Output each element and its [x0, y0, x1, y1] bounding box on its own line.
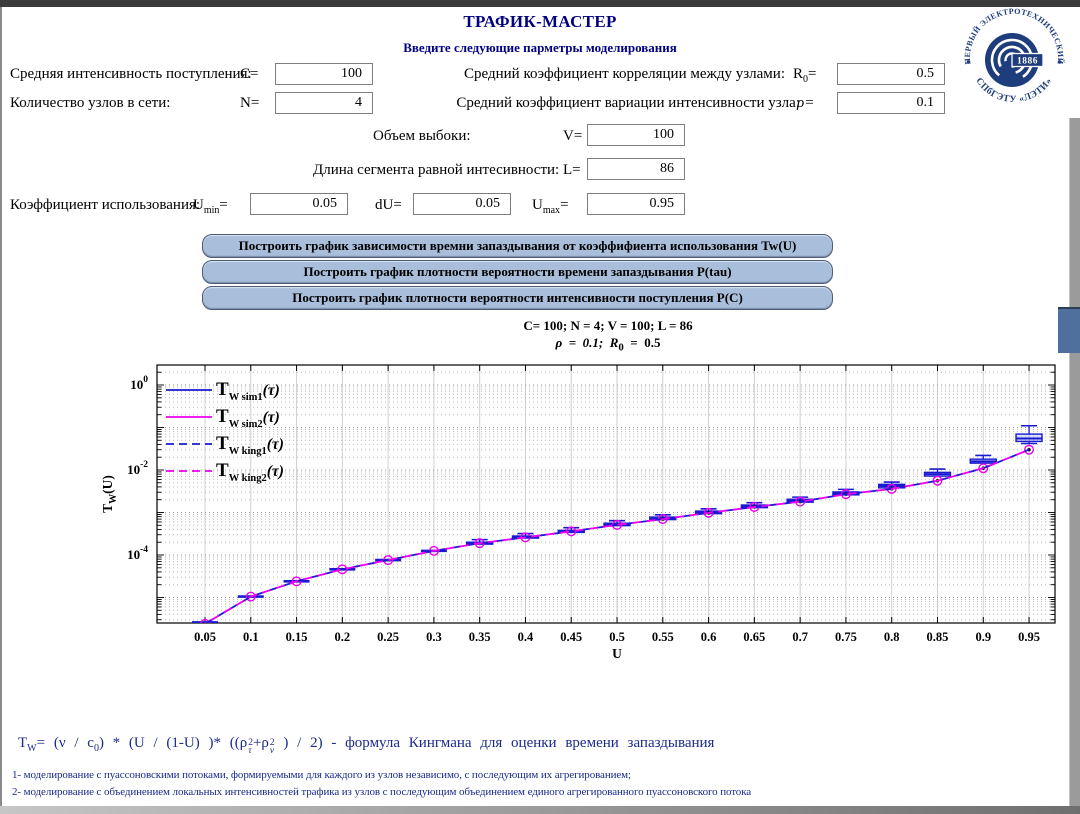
chart-axes: 0.05 0.1 0.15 0.2 0.25 0.3 0.35 0.4 0.45 0.5 0.55 0…: [100, 364, 1056, 661]
window-left-border: [0, 7, 2, 806]
correlation-var: R0=: [793, 66, 817, 85]
chart-legend: TW sim1(τ) TW sim2(τ) TW king1(τ) TW king2(…: [166, 379, 284, 484]
svg-text:0.3: 0.3: [426, 630, 442, 644]
variation-input[interactable]: [837, 92, 945, 114]
nodes-count-input[interactable]: [275, 92, 373, 114]
du-input[interactable]: [413, 193, 511, 215]
svg-text:TW king1(τ): TW king1(τ): [216, 433, 284, 457]
svg-text:0.25: 0.25: [377, 630, 399, 644]
kingman-formula: TW= (ν / c0) * (U / (1-U) )* ((ρ 2 τ +ρ 2 ν )…: [18, 735, 715, 756]
svg-text:0.55: 0.55: [652, 630, 674, 644]
footnote-2: 2- моделирование с объединением локальны…: [12, 786, 752, 798]
nodes-count-var: N=: [240, 95, 260, 111]
svg-text:0.1: 0.1: [243, 630, 259, 644]
plot-tw-button[interactable]: Построить график зависимости времни запа…: [202, 234, 833, 258]
plot-pc-button[interactable]: Построить график плотности вероятности и…: [202, 286, 833, 310]
tw-chart: 0.05 0.1 0.15 0.2 0.25 0.3 0.35 0.4 0.45 0.5 0.55 0…: [0, 355, 1080, 685]
logo-dot-left: [966, 60, 971, 64]
svg-text:10-4: 10-4: [127, 545, 148, 562]
correlation-input[interactable]: [837, 63, 945, 85]
svg-text:0.8: 0.8: [884, 630, 900, 644]
svg-text:0.2: 0.2: [335, 630, 351, 644]
window-right-border: [1069, 118, 1080, 806]
svg-text:0.05: 0.05: [194, 630, 216, 644]
tw-chart-svg: 0.05 0.1 0.15 0.2 0.25 0.3 0.35 0.4 0.45 0.5 0.55 0…: [100, 364, 1056, 661]
chart-series: [192, 424, 1043, 623]
variation-label: Средний коэффициент вариации интенсивнос…: [456, 95, 800, 111]
arrival-intensity-var: C=: [240, 66, 259, 82]
background-window-fragment: [1058, 307, 1080, 353]
svg-text:0.35: 0.35: [469, 630, 491, 644]
svg-text:TW sim2(τ): TW sim2(τ): [216, 406, 280, 430]
svg-text:0.45: 0.45: [560, 630, 582, 644]
svg-text:0.65: 0.65: [743, 630, 765, 644]
logo-year: 1886: [1017, 57, 1038, 67]
sample-volume-label: Объем выбоки:: [373, 128, 471, 144]
umax-var: Umax=: [532, 197, 569, 216]
svg-text:0.75: 0.75: [835, 630, 857, 644]
leti-logo: ПЕРВЫЙ ЭЛЕКТРОТЕХНИЧЕСКИЙ СПбГЭТУ «ЛЭТИ»…: [963, 7, 1065, 105]
svg-text:0.7: 0.7: [792, 630, 808, 644]
svg-text:U: U: [612, 646, 622, 661]
du-var: dU=: [375, 197, 402, 213]
svg-text:0.15: 0.15: [286, 630, 308, 644]
sample-volume-input[interactable]: [587, 124, 685, 146]
umin-var: Umin=: [193, 197, 228, 216]
segment-length-input[interactable]: [587, 158, 685, 180]
chart-title-line1: C= 100; N = 4; V = 100; L = 86: [523, 318, 693, 333]
series-Tw_king2: [204, 448, 1030, 623]
usage-label: Коэффициент использования:: [10, 197, 201, 213]
svg-text:100: 100: [130, 375, 148, 392]
nodes-count-label: Количество узлов в сети:: [10, 95, 171, 111]
window-title-bar: [0, 0, 1080, 7]
logo-dot-right: [1057, 60, 1062, 64]
svg-text:TW(U): TW(U): [100, 475, 119, 513]
svg-text:0.4: 0.4: [518, 630, 534, 644]
svg-text:TW king2(τ): TW king2(τ): [216, 460, 284, 484]
page-title: ТРАФИК-МАСТЕР: [463, 12, 617, 31]
variation-var: ρ=: [797, 95, 815, 111]
chart-grid: [157, 365, 1055, 623]
arrival-intensity-label: Средняя интенсивность поступления:: [10, 66, 252, 82]
plot-ptau-button[interactable]: Построить график плотности вероятности в…: [202, 260, 833, 284]
chart-title-line2: ρ = 0.1; R0 = 0.5: [555, 335, 661, 354]
svg-text:0.9: 0.9: [975, 630, 991, 644]
arrival-intensity-input[interactable]: [275, 63, 373, 85]
segment-length-var: L=: [563, 162, 581, 178]
footnote-1: 1- моделирование с пуассоновскими потока…: [12, 769, 632, 781]
svg-text:TW sim1(τ): TW sim1(τ): [216, 379, 280, 403]
svg-text:0.85: 0.85: [927, 630, 949, 644]
svg-text:0.6: 0.6: [701, 630, 717, 644]
segment-length-label: Длина сегмента равной интесивности:: [313, 162, 560, 178]
page-subtitle: Введите следующие парметры моделирования: [403, 40, 677, 55]
umin-input[interactable]: [250, 193, 348, 215]
svg-text:10-2: 10-2: [127, 460, 148, 477]
sample-volume-var: V=: [563, 128, 583, 144]
svg-text:0.5: 0.5: [609, 630, 625, 644]
correlation-label: Средний коэффициент корреляции между узл…: [464, 66, 785, 82]
umax-input[interactable]: [587, 193, 685, 215]
window-bottom-border: [0, 806, 1080, 814]
logo-emblem: 1886: [985, 33, 1044, 87]
svg-text:0.95: 0.95: [1018, 630, 1040, 644]
